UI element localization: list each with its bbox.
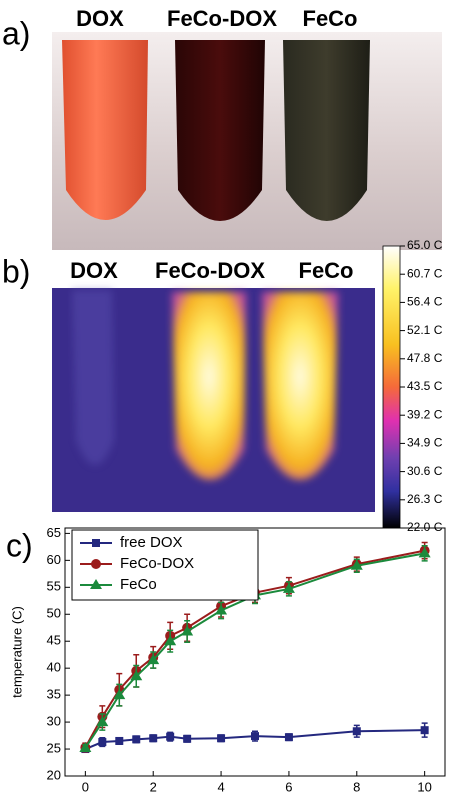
tube-label: DOX — [70, 258, 118, 283]
colorbar-label: 22.0 C — [407, 520, 443, 534]
x-tick-label: 2 — [150, 779, 157, 794]
y-tick-label: 45 — [47, 633, 61, 648]
y-tick-label: 30 — [47, 714, 61, 729]
x-tick-label: 4 — [217, 779, 224, 794]
tube-label: FeCo — [299, 258, 354, 283]
y-tick-label: 25 — [47, 740, 61, 755]
tube-label: DOX — [76, 6, 124, 31]
y-tick-label: 20 — [47, 767, 61, 782]
marker — [91, 559, 101, 569]
marker — [421, 726, 429, 734]
tube-glow — [72, 290, 114, 465]
colorbar-label: 34.9 C — [407, 436, 443, 450]
colorbar-label: 39.2 C — [407, 407, 443, 421]
tube — [175, 40, 265, 221]
colorbar-label: 56.4 C — [407, 295, 443, 309]
marker — [166, 733, 174, 741]
marker — [92, 539, 100, 547]
panel-label: a) — [2, 15, 30, 51]
x-tick-label: 8 — [353, 779, 360, 794]
y-tick-label: 55 — [47, 579, 61, 594]
colorbar-label: 43.5 C — [407, 379, 443, 393]
x-tick-label: 10 — [417, 779, 431, 794]
y-tick-label: 40 — [47, 660, 61, 675]
tube — [62, 40, 148, 220]
tube-label: FeCo-DOX — [167, 6, 277, 31]
marker — [217, 734, 225, 742]
tube-label: FeCo — [303, 6, 358, 31]
legend-label: FeCo — [120, 576, 157, 593]
marker — [183, 735, 191, 743]
marker — [149, 734, 157, 742]
figure: a) DOX FeCo-DOX FeCo b) DOX FeCo-DOX FeC… — [0, 0, 461, 796]
tube — [283, 40, 370, 221]
legend-label: FeCo-DOX — [120, 555, 194, 572]
y-tick-label: 50 — [47, 606, 61, 621]
tube-glow — [172, 292, 246, 480]
marker — [251, 732, 259, 740]
tube-label: FeCo-DOX — [155, 258, 265, 283]
colorbar-label: 26.3 C — [407, 492, 443, 506]
colorbar-label: 65.0 C — [407, 238, 443, 252]
colorbar-label: 60.7 C — [407, 266, 443, 280]
tube-glow — [262, 292, 338, 480]
colorbar-label: 47.8 C — [407, 351, 443, 365]
marker — [98, 738, 106, 746]
marker — [132, 735, 140, 743]
marker — [285, 733, 293, 741]
legend-label: free DOX — [120, 534, 183, 551]
x-tick-label: 0 — [82, 779, 89, 794]
y-axis-label: temperature (C) — [9, 606, 24, 698]
colorbar-label: 52.1 C — [407, 323, 443, 337]
y-tick-label: 65 — [47, 525, 61, 540]
panel-label: b) — [2, 253, 30, 289]
x-tick-label: 6 — [285, 779, 292, 794]
marker — [115, 737, 123, 745]
panel-label: c) — [6, 527, 33, 563]
marker — [353, 727, 361, 735]
colorbar-label: 30.6 C — [407, 464, 443, 478]
y-tick-label: 60 — [47, 552, 61, 567]
colorbar — [383, 246, 400, 528]
y-tick-label: 35 — [47, 687, 61, 702]
